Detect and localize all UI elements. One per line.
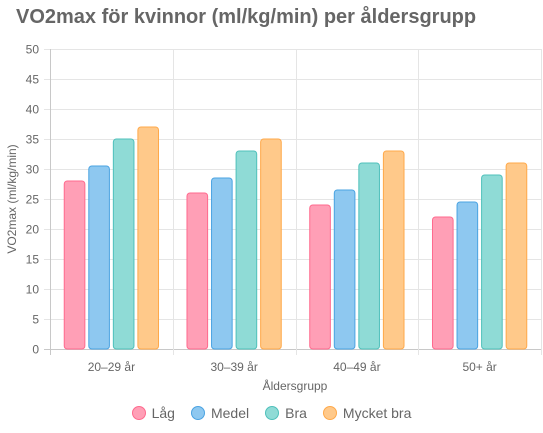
legend-label: Bra bbox=[285, 405, 307, 421]
bar-bra-2[interactable] bbox=[235, 150, 258, 350]
legend-swatch bbox=[190, 406, 205, 420]
bar-mycket-bra-4[interactable] bbox=[505, 162, 528, 350]
bar-låg-3[interactable] bbox=[309, 204, 331, 350]
bar-medel-4[interactable] bbox=[456, 201, 479, 350]
x-tick-label: 50+ år bbox=[462, 360, 496, 374]
y-tick-label: 45 bbox=[26, 73, 40, 87]
bars bbox=[63, 126, 528, 350]
y-tick-label: 30 bbox=[26, 163, 40, 177]
bar-mycket-bra-1[interactable] bbox=[137, 126, 160, 350]
y-tick-label: 35 bbox=[26, 133, 40, 147]
y-tick-label: 20 bbox=[26, 223, 40, 237]
tick-labels: 0 5 10 15 20 25 30 35 40 45 50 20–29 år 30–39 år 40–4… bbox=[26, 43, 497, 375]
bar-medel-2[interactable] bbox=[211, 177, 233, 350]
x-tick-label: 30–39 år bbox=[210, 360, 257, 374]
bar-låg-2[interactable] bbox=[186, 192, 209, 350]
y-tick-label: 5 bbox=[32, 313, 39, 327]
legend-item-medel[interactable]: Medel bbox=[190, 405, 250, 421]
bar-medel-1[interactable] bbox=[88, 165, 110, 350]
legend-swatch bbox=[265, 406, 280, 420]
chart-title: VO2max för kvinnor (ml/kg/min) per ålder… bbox=[16, 6, 477, 28]
bar-låg-1[interactable] bbox=[63, 180, 86, 350]
y-tick-label: 40 bbox=[26, 103, 40, 117]
y-tick-label: 0 bbox=[32, 343, 39, 357]
legend-label: Mycket bra bbox=[342, 405, 412, 421]
y-tick-label: 15 bbox=[26, 253, 40, 267]
bar-låg-4[interactable] bbox=[431, 216, 454, 350]
legend-label: Låg bbox=[151, 405, 175, 421]
legend-swatch bbox=[322, 406, 337, 420]
y-tick-label: 50 bbox=[26, 43, 40, 57]
bar-bra-3[interactable] bbox=[358, 162, 380, 350]
legend-item-låg[interactable]: Låg bbox=[131, 405, 175, 421]
bar-mycket-bra-3[interactable] bbox=[382, 150, 405, 350]
y-tick-label: 25 bbox=[26, 193, 40, 207]
bar-medel-3[interactable] bbox=[333, 189, 356, 350]
legend-item-bra[interactable]: Bra bbox=[265, 405, 307, 421]
legend-swatch bbox=[131, 406, 146, 420]
x-axis-title: Åldersgrupp bbox=[263, 378, 328, 393]
chart-legend: Låg Medel Bra Mycket bra bbox=[0, 405, 543, 421]
bar-bra-4[interactable] bbox=[481, 174, 503, 350]
bar-mycket-bra-2[interactable] bbox=[260, 138, 282, 350]
x-tick-label: 20–29 år bbox=[88, 360, 135, 374]
legend-label: Medel bbox=[210, 405, 250, 421]
y-axis-title: VO2max (ml/kg/min) bbox=[5, 144, 19, 253]
bar-bra-1[interactable] bbox=[112, 138, 135, 350]
y-tick-label: 10 bbox=[26, 283, 40, 297]
legend-item-mycket-bra[interactable]: Mycket bra bbox=[322, 405, 412, 421]
x-tick-label: 40–49 år bbox=[333, 360, 380, 374]
